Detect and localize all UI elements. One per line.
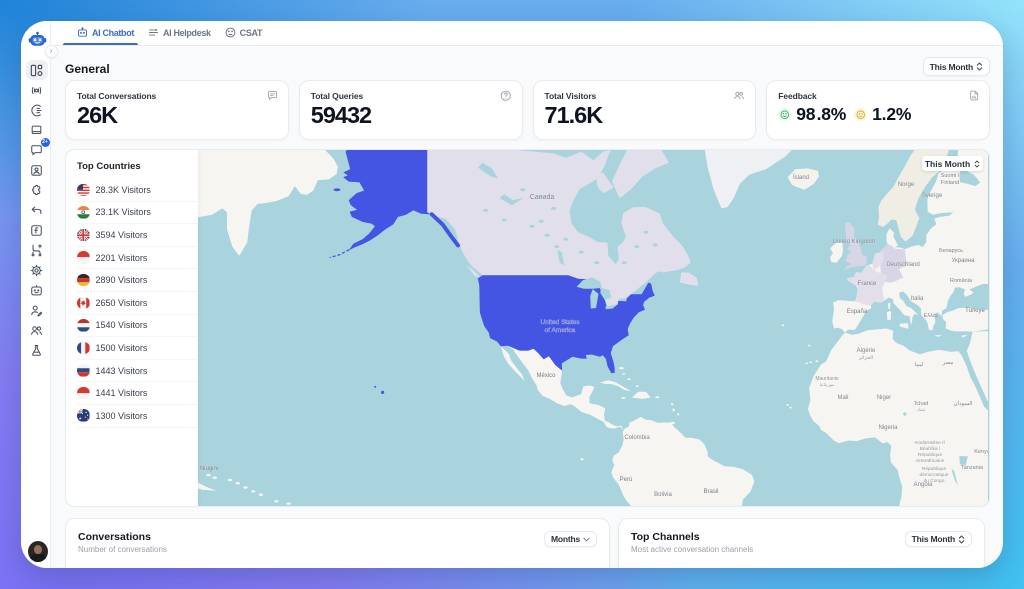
svg-text:Finland: Finland bbox=[941, 180, 959, 186]
svg-text:France: France bbox=[858, 281, 877, 287]
svg-text:démocratique: démocratique bbox=[919, 472, 948, 478]
svg-text:République: République bbox=[918, 452, 943, 458]
svg-text:Angola: Angola bbox=[914, 482, 933, 488]
svg-text:Nigeria: Nigeria bbox=[878, 425, 898, 431]
svg-text:Niugini: Niugini bbox=[200, 466, 218, 472]
svg-text:Norge: Norge bbox=[898, 182, 915, 188]
svg-text:Mali: Mali bbox=[837, 395, 848, 401]
svg-text:United States: United States bbox=[540, 319, 580, 326]
svg-text:ليبيا: ليبيا bbox=[915, 361, 924, 368]
svg-text:Colombia: Colombia bbox=[624, 435, 650, 441]
svg-text:Tanzania: Tanzania bbox=[961, 465, 984, 471]
svg-text:السودان: السودان bbox=[954, 400, 973, 407]
svg-text:España: España bbox=[847, 309, 868, 315]
svg-text:Suomi /: Suomi / bbox=[941, 173, 960, 179]
svg-text:الجزائر: الجزائر bbox=[858, 355, 873, 361]
svg-text:موريتانيا: موريتانيا bbox=[820, 382, 835, 388]
svg-text:Perú: Perú bbox=[620, 477, 633, 483]
svg-text:Tchad: Tchad bbox=[914, 401, 929, 407]
svg-text:of America: of America bbox=[545, 327, 576, 334]
svg-text:Brasil: Brasil bbox=[703, 489, 718, 495]
svg-text:تشاد: تشاد bbox=[917, 407, 926, 412]
svg-text:Türkiye: Türkiye bbox=[965, 308, 985, 314]
svg-text:Ísland: Ísland bbox=[793, 174, 809, 181]
svg-text:México: México bbox=[536, 373, 556, 379]
svg-text:Ködörösêse tî: Ködörösêse tî bbox=[915, 440, 945, 446]
svg-text:centrafricaine: centrafricaine bbox=[916, 458, 945, 464]
svg-text:Deutschland: Deutschland bbox=[886, 262, 919, 268]
svg-text:Italia: Italia bbox=[911, 296, 924, 302]
svg-text:Algérie: Algérie bbox=[857, 348, 876, 354]
svg-text:Bolivia: Bolivia bbox=[654, 492, 672, 498]
svg-text:Bêafrîka /: Bêafrîka / bbox=[920, 446, 941, 452]
svg-text:Mauritanie: Mauritanie bbox=[815, 376, 839, 382]
svg-text:مصر: مصر bbox=[942, 360, 954, 366]
svg-text:Canada: Canada bbox=[530, 194, 555, 201]
svg-text:République: République bbox=[922, 466, 947, 472]
svg-text:du Congo: du Congo bbox=[924, 478, 945, 484]
svg-text:Niger: Niger bbox=[877, 395, 891, 401]
svg-text:Kenya: Kenya bbox=[974, 449, 988, 455]
svg-text:România: România bbox=[950, 278, 973, 284]
svg-text:Украина: Украина bbox=[952, 258, 976, 264]
svg-text:Ελλάς: Ελλάς bbox=[924, 312, 939, 319]
svg-text:United Kingdom: United Kingdom bbox=[833, 239, 876, 245]
svg-text:Sverige: Sverige bbox=[922, 193, 943, 199]
svg-text:Беларусь: Беларусь bbox=[939, 248, 963, 254]
